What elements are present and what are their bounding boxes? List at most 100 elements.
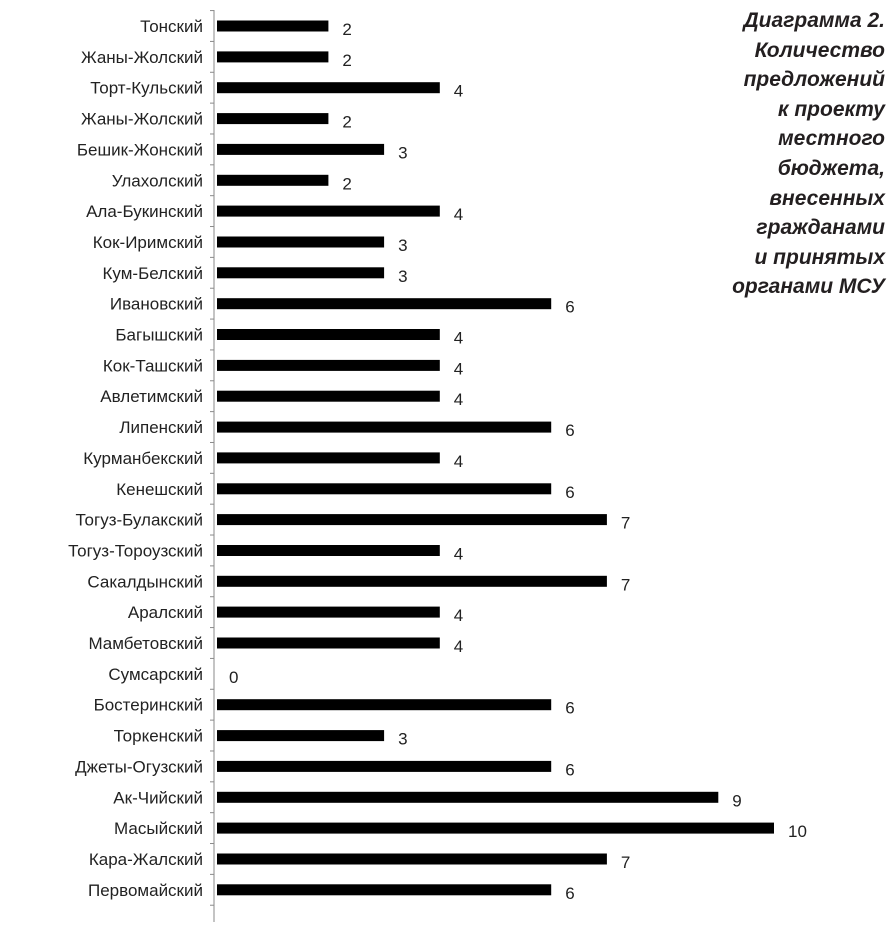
bar <box>217 853 607 865</box>
bar <box>217 51 329 63</box>
bar <box>217 359 440 371</box>
category-labels: Тонский Жаны-Жолский Торт-Кульский Жаны-Жол… <box>68 17 203 900</box>
caption-line: Количество <box>754 38 885 62</box>
category-label: Ак-Чийский <box>113 788 203 807</box>
data-label: 3 <box>398 267 407 286</box>
caption-line: органами МСУ <box>732 275 885 299</box>
data-label: 9 <box>732 791 741 810</box>
data-label: 0 <box>229 668 238 687</box>
bar <box>217 329 440 340</box>
value-labels: 2 2 4 2 3 2 4 3 3 6 4 4 4 6 4 6 7 4 7 4 4 0 6 3 6 9 10 7 6 <box>229 20 807 903</box>
category-label: Сумсарский <box>108 665 203 684</box>
category-label: Джеты-Огузский <box>75 757 203 776</box>
bar <box>217 822 774 834</box>
data-label: 6 <box>565 699 574 718</box>
data-label: 7 <box>621 575 630 594</box>
category-label: Кок-Иримский <box>93 233 203 252</box>
bar <box>217 637 440 649</box>
data-label: 3 <box>398 143 407 162</box>
category-label: Кенешский <box>116 480 203 499</box>
category-label: Кок-Ташский <box>103 356 203 375</box>
caption-line: местного <box>778 127 885 151</box>
data-label: 4 <box>454 545 463 564</box>
data-label: 4 <box>454 359 463 378</box>
bar <box>217 20 329 32</box>
data-label: 4 <box>454 390 463 409</box>
data-label: 7 <box>621 853 630 872</box>
category-label: Тонский <box>140 17 203 36</box>
bar <box>217 236 385 248</box>
category-label: Бешик-Жонский <box>77 140 203 159</box>
category-label: Ала-Букинский <box>86 202 203 221</box>
category-label: Авлетимский <box>100 387 203 406</box>
data-label: 3 <box>398 236 407 255</box>
bars <box>217 20 774 896</box>
data-label: 10 <box>788 822 807 841</box>
category-label: Кум-Белский <box>103 264 203 283</box>
bar <box>217 730 385 742</box>
category-label: Торт-Кульский <box>90 79 203 98</box>
bar <box>217 760 552 772</box>
caption-line: бюджета, <box>777 156 885 180</box>
data-label: 4 <box>454 205 463 224</box>
data-label: 2 <box>342 113 351 132</box>
category-label: Первомайский <box>88 881 203 900</box>
category-label: Жаны-Жолский <box>81 48 203 67</box>
category-label: Аралский <box>128 603 203 622</box>
caption-line: Диаграмма 2. <box>743 9 885 32</box>
data-label: 7 <box>621 514 630 533</box>
bar <box>217 575 607 587</box>
data-label: 6 <box>565 298 574 317</box>
bar <box>217 699 552 711</box>
bar <box>217 143 385 155</box>
category-label: Кара-Жалский <box>89 850 203 869</box>
caption-line: к проекту <box>777 97 885 121</box>
bar <box>217 390 440 402</box>
category-label: Сакалдынский <box>87 572 203 591</box>
bar <box>217 174 329 186</box>
bar <box>217 113 329 125</box>
category-label: Бостеринский <box>94 696 203 715</box>
bar <box>217 483 552 495</box>
category-label: Ивановский <box>110 295 203 314</box>
caption-line: внесенных <box>769 186 885 210</box>
category-label: Тогуз-Булакский <box>75 511 203 530</box>
category-label: Липенский <box>119 418 203 437</box>
bar <box>217 884 552 896</box>
data-label: 6 <box>565 483 574 502</box>
data-label: 4 <box>454 82 463 101</box>
caption-line: предложений <box>743 68 885 92</box>
category-label: Багышский <box>115 326 203 345</box>
bar <box>217 298 552 310</box>
data-label: 6 <box>565 760 574 779</box>
bar <box>217 791 719 803</box>
category-axis <box>210 10 215 922</box>
category-label: Улахолский <box>112 171 203 190</box>
bar <box>217 82 440 94</box>
data-label: 2 <box>342 20 351 39</box>
category-label: Торкенский <box>114 727 203 746</box>
bar <box>217 545 440 556</box>
chart-caption: Диаграмма 2. Количество предложений к пр… <box>655 6 885 302</box>
data-label: 4 <box>454 637 463 656</box>
bar <box>217 514 607 526</box>
bar <box>217 267 385 279</box>
data-label: 2 <box>342 174 351 193</box>
category-label: Тогуз-Тороузский <box>68 542 203 561</box>
bar <box>217 606 440 618</box>
data-label: 6 <box>565 421 574 440</box>
bar <box>217 452 440 464</box>
bar <box>217 421 552 433</box>
data-label: 4 <box>454 452 463 471</box>
bar <box>217 205 440 217</box>
category-label: Курманбекский <box>83 449 203 468</box>
category-label: Масыйский <box>114 819 203 838</box>
data-label: 4 <box>454 606 463 625</box>
data-label: 6 <box>565 884 574 903</box>
caption-line: и принятых <box>754 245 885 269</box>
caption-line: гражданами <box>756 216 885 240</box>
data-label: 2 <box>342 51 351 70</box>
category-label: Мамбетовский <box>88 634 203 653</box>
